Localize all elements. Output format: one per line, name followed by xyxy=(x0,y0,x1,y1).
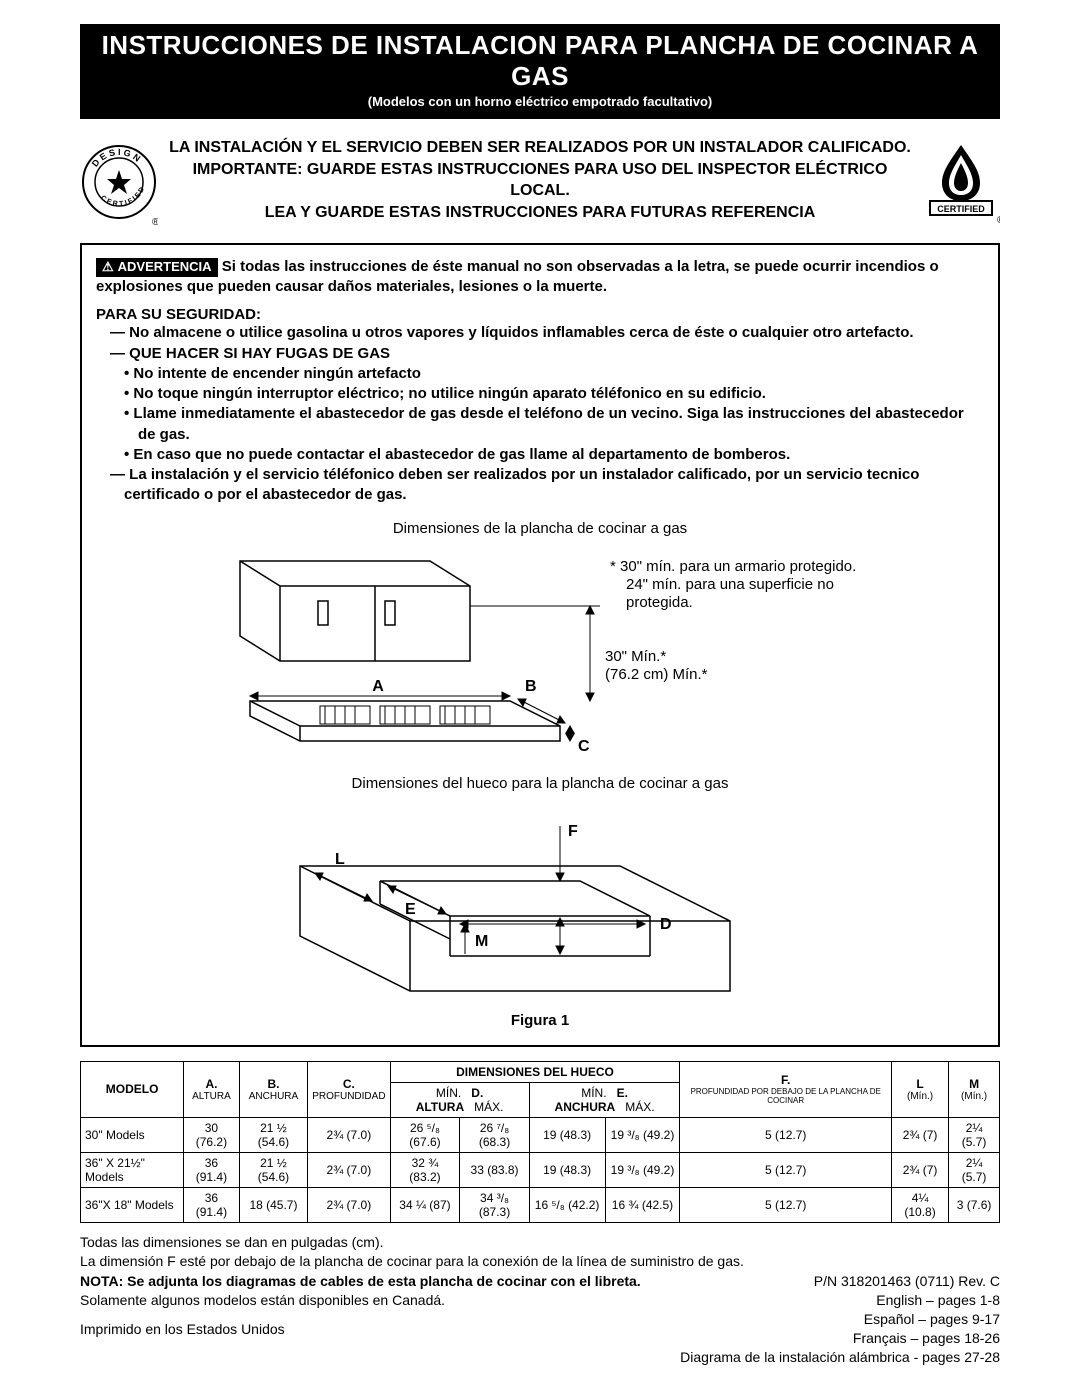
th-M: M(Mín.) xyxy=(949,1061,1000,1117)
warning-label: ⚠ ADVERTENCIA xyxy=(96,258,218,277)
svg-text:CERTIFIED: CERTIFIED xyxy=(937,204,985,214)
svg-text:F: F xyxy=(568,823,578,840)
safety-list: No almacene o utilice gasolina u otros v… xyxy=(96,323,984,505)
list-item: QUE HACER SI HAY FUGAS DE GAS xyxy=(96,344,984,364)
dimensions-table: MODELO A.ALTURA B.ANCHURA C.PROFUNDIDAD … xyxy=(80,1061,1000,1223)
header-line-1: LA INSTALACIÓN Y EL SERVICIO DEBEN SER R… xyxy=(166,137,914,159)
figure-1-lower: Dimensiones del hueco para la plancha de… xyxy=(96,775,984,1029)
svg-text:®: ® xyxy=(152,217,158,227)
certified-seal: CERTIFIED ® xyxy=(922,137,1000,227)
svg-text:B: B xyxy=(525,678,537,695)
table-row: 36" X 21½" Models36 (91.4)21 ½ (54.6)2¾ … xyxy=(81,1152,1000,1187)
th-E: MÍN. E. ANCHURA MÁX. xyxy=(529,1082,680,1117)
footer-note-1: Todas las dimensiones se dan en pulgadas… xyxy=(80,1233,1000,1252)
footer-note-4: Solamente algunos modelos están disponib… xyxy=(80,1291,641,1310)
th-B: B.ANCHURA xyxy=(239,1061,307,1117)
footer-notes: Todas las dimensiones se dan en pulgadas… xyxy=(80,1233,1000,1367)
lang-wiring: Diagrama de la instalación alámbrica - p… xyxy=(680,1348,1000,1367)
footer-printed: Imprimido en los Estados Unidos xyxy=(80,1320,641,1339)
header-block: D E S I G N C E R T I F I E D ® LA INSTA… xyxy=(80,137,1000,227)
th-L: L(Mín.) xyxy=(891,1061,948,1117)
th-A: A.ALTURA xyxy=(184,1061,240,1117)
svg-text:C: C xyxy=(578,738,590,755)
header-text: LA INSTALACIÓN Y EL SERVICIO DEBEN SER R… xyxy=(166,137,914,223)
list-item: No intente de encender ningún artefacto xyxy=(96,364,984,384)
lang-es: Español – pages 9-17 xyxy=(680,1310,1000,1329)
svg-text:L: L xyxy=(335,851,345,868)
lang-en: English – pages 1-8 xyxy=(680,1291,1000,1310)
th-D: MÍN. D. ALTURA MÁX. xyxy=(390,1082,529,1117)
list-item: Llame inmediatamente el abastecedor de g… xyxy=(96,404,984,445)
warning-box: ⚠ ADVERTENCIA Si todas las instrucciones… xyxy=(80,243,1000,1047)
list-item: No almacene o utilice gasolina u otros v… xyxy=(96,323,984,343)
th-F: F.PROFUNDIDAD POR DEBAJO DE LA PLANCHA D… xyxy=(680,1061,892,1117)
footer-note-3: NOTA: Se adjunta los diagramas de cables… xyxy=(80,1272,641,1291)
svg-text:* 30" mín. para un armario pro: * 30" mín. para un armario protegido. xyxy=(610,558,856,575)
th-hueco: DIMENSIONES DEL HUECO xyxy=(390,1061,680,1082)
table-row: 30" Models30 (76.2)21 ½ (54.6)2¾ (7.0)26… xyxy=(81,1117,1000,1152)
footer-note-2: La dimensión F esté por debajo de la pla… xyxy=(80,1252,1000,1271)
fig1-caption: Dimensiones de la plancha de cocinar a g… xyxy=(96,520,984,537)
safety-heading: PARA SU SEGURIDAD: xyxy=(96,306,984,323)
svg-text:(76.2 cm) Mín.*: (76.2 cm) Mín.* xyxy=(605,666,708,683)
warning-intro: ⚠ ADVERTENCIA Si todas las instrucciones… xyxy=(96,257,984,296)
header-line-2: IMPORTANTE: GUARDE ESTAS INSTRUCCIONES P… xyxy=(166,159,914,202)
cutout-diagram: F L E M xyxy=(260,796,820,1006)
list-item: La instalación y el servicio téléfonico … xyxy=(96,465,984,506)
fig2-caption: Dimensiones del hueco para la plancha de… xyxy=(96,775,984,792)
table-row: 36"X 18" Models36 (91.4)18 (45.7)2¾ (7.0… xyxy=(81,1187,1000,1222)
th-modelo: MODELO xyxy=(81,1061,184,1117)
svg-text:D: D xyxy=(660,916,672,933)
part-number: P/N 318201463 (0711) Rev. C xyxy=(680,1272,1000,1291)
svg-text:M: M xyxy=(475,933,488,950)
svg-text:®: ® xyxy=(997,215,1000,226)
figure-1-upper: Dimensiones de la plancha de cocinar a g… xyxy=(96,520,984,761)
page-subtitle: (Modelos con un horno eléctrico empotrad… xyxy=(90,94,990,109)
list-item: En caso que no puede contactar el abaste… xyxy=(96,445,984,465)
design-certified-seal: D E S I G N C E R T I F I E D ® xyxy=(80,137,158,227)
page-title: INSTRUCCIONES DE INSTALACION PARA PLANCH… xyxy=(90,30,990,92)
cooktop-diagram: A B C xyxy=(190,541,890,761)
header-line-3: LEA Y GUARDE ESTAS INSTRUCCIONES PARA FU… xyxy=(166,202,914,224)
title-bar: INSTRUCCIONES DE INSTALACION PARA PLANCH… xyxy=(80,24,1000,119)
svg-text:E: E xyxy=(405,901,416,918)
figure-label: Figura 1 xyxy=(96,1012,984,1029)
svg-text:A: A xyxy=(372,678,384,695)
lang-fr: Français – pages 18-26 xyxy=(680,1329,1000,1348)
svg-text:30" Mín.*: 30" Mín.* xyxy=(605,648,666,665)
svg-text:protegida.: protegida. xyxy=(626,594,693,611)
th-C: C.PROFUNDIDAD xyxy=(308,1061,390,1117)
svg-text:24" mín. para una superficie n: 24" mín. para una superficie no xyxy=(626,576,834,593)
list-item: No toque ningún interruptor eléctrico; n… xyxy=(96,384,984,404)
